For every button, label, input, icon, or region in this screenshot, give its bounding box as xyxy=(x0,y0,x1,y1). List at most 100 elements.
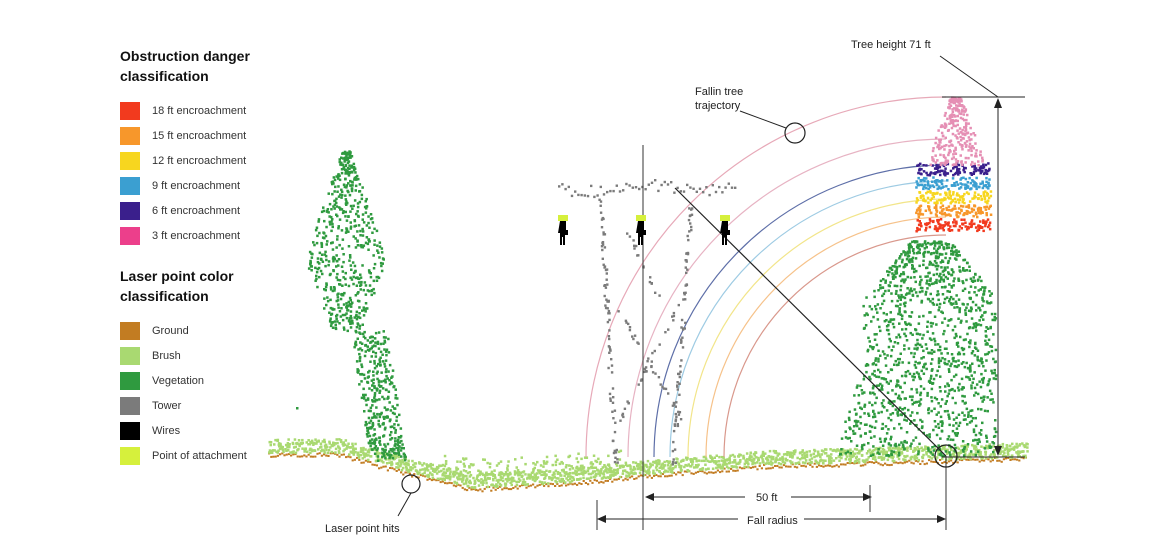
brush-point xyxy=(869,451,872,454)
vegetation-point xyxy=(922,349,925,353)
vegetation-point xyxy=(900,253,903,256)
vegetation-point xyxy=(343,158,346,161)
vegetation-point xyxy=(927,447,930,450)
vegetation-point xyxy=(380,385,383,388)
brush-point xyxy=(598,470,601,473)
vegetation-point xyxy=(915,391,919,394)
vegetation-point xyxy=(874,359,877,362)
vegetation-point xyxy=(353,264,357,268)
vegetation-point xyxy=(919,391,923,395)
vegetation-point xyxy=(379,261,383,265)
brush-point xyxy=(678,465,681,469)
vegetation-point xyxy=(868,305,872,308)
vegetation-point xyxy=(345,229,349,232)
brush-point xyxy=(619,464,622,468)
brush-point xyxy=(529,473,532,476)
brush-point xyxy=(658,466,661,470)
vegetation-point xyxy=(981,421,984,425)
brush-point xyxy=(764,462,767,465)
vegetation-point xyxy=(949,295,953,299)
vegetation-point xyxy=(373,243,376,246)
tower-point xyxy=(734,186,737,189)
vegetation-point xyxy=(337,225,340,228)
encroachment-point xyxy=(976,197,980,200)
vegetation-point xyxy=(335,197,338,201)
vegetation-point xyxy=(962,454,966,457)
vegetation-point xyxy=(385,368,388,371)
vegetation-point xyxy=(869,391,872,394)
vegetation-point xyxy=(930,374,933,378)
vegetation-point xyxy=(365,432,369,436)
vegetation-point xyxy=(937,293,940,296)
vegetation-point xyxy=(910,398,914,402)
vegetation-point xyxy=(899,413,903,416)
vegetation-point xyxy=(358,383,361,386)
vegetation-point xyxy=(957,389,961,392)
vegetation-point xyxy=(946,261,950,265)
brush-point xyxy=(536,476,540,479)
brush-point xyxy=(701,467,704,470)
tower-point xyxy=(674,418,678,421)
tower-point xyxy=(580,193,583,197)
vegetation-point xyxy=(891,412,895,415)
ground-point xyxy=(468,486,471,489)
vegetation-point xyxy=(940,420,944,423)
brush-point xyxy=(717,460,721,463)
brush-point xyxy=(959,451,963,454)
vegetation-point xyxy=(338,158,341,161)
vegetation-point xyxy=(866,363,870,367)
brush-point xyxy=(488,465,492,469)
ground-point xyxy=(1013,458,1016,461)
vegetation-point xyxy=(974,326,977,329)
brush-point xyxy=(1002,450,1005,453)
vegetation-point xyxy=(371,231,374,234)
brush-point xyxy=(801,454,804,457)
vegetation-point xyxy=(370,379,374,382)
ground-point xyxy=(622,479,625,482)
vegetation-point xyxy=(920,301,923,304)
vegetation-point xyxy=(902,265,905,269)
vegetation-point xyxy=(954,446,957,450)
vegetation-point xyxy=(357,291,360,294)
danger-legend-swatch xyxy=(120,176,140,195)
brush-point xyxy=(280,447,284,450)
vegetation-point xyxy=(345,219,349,222)
brush-point xyxy=(486,473,489,477)
vegetation-point xyxy=(296,407,299,410)
encroachment-point xyxy=(972,172,975,175)
brush-point xyxy=(896,455,899,458)
brush-point xyxy=(600,468,603,471)
vegetation-point xyxy=(894,304,898,308)
brush-point xyxy=(931,452,934,455)
vegetation-point xyxy=(378,439,382,443)
vegetation-point xyxy=(894,392,897,396)
vegetation-point xyxy=(891,318,894,321)
brush-point xyxy=(492,474,495,477)
vegetation-point xyxy=(911,256,915,260)
brush-point xyxy=(915,453,919,457)
vegetation-point xyxy=(335,299,338,303)
vegetation-point xyxy=(354,343,358,346)
ground-point xyxy=(950,459,953,462)
vegetation-point xyxy=(972,322,976,326)
brush-point xyxy=(374,459,378,463)
vegetation-point xyxy=(909,414,912,417)
brush-point xyxy=(506,469,509,472)
encroachment-point xyxy=(917,207,920,210)
brush-point xyxy=(575,465,579,469)
vegetation-point xyxy=(905,339,909,342)
vegetation-point xyxy=(871,387,875,390)
encroachment-point xyxy=(936,187,939,191)
tower-point xyxy=(567,185,570,189)
brush-point xyxy=(1001,454,1005,457)
vegetation-point xyxy=(353,219,357,223)
vegetation-point xyxy=(890,368,894,372)
vegetation-point xyxy=(374,341,377,344)
brush-point xyxy=(639,460,642,464)
vegetation-point xyxy=(932,428,935,432)
ground-point xyxy=(765,467,768,470)
ground-point xyxy=(844,463,847,466)
vegetation-point xyxy=(962,338,966,342)
encroachment-point xyxy=(919,204,923,208)
brush-point xyxy=(753,462,757,465)
